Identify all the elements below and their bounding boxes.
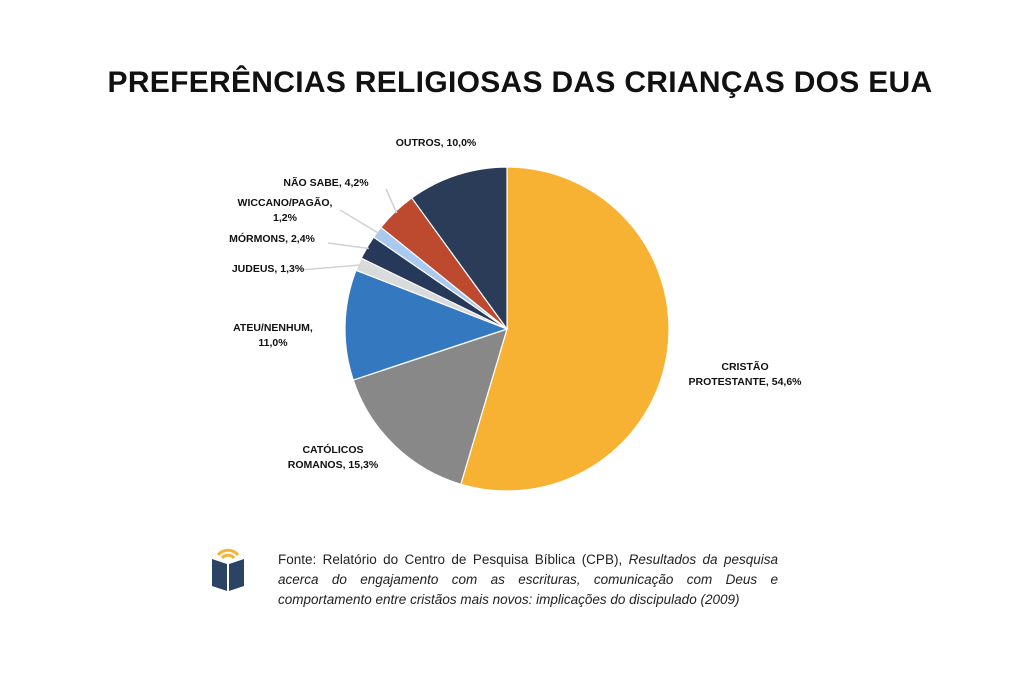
leader-line (385, 188, 398, 214)
source-note: Fonte: Relatório do Centro de Pesquisa B… (278, 550, 778, 610)
book-wifi-icon (208, 543, 248, 598)
source-prefix: Fonte: Relatório do Centro de Pesquisa B… (278, 552, 629, 567)
slice-label: OUTROS, 10,0% (396, 137, 477, 149)
leader-line (327, 242, 369, 250)
pie-slice (460, 166, 670, 492)
pie-slice (344, 269, 509, 381)
leader-line (339, 209, 380, 235)
pie-slice (410, 166, 508, 331)
slice-label: MÓRMONS, 2,4% (229, 232, 315, 245)
slice-label: JUDEUS, 1,3% (232, 263, 305, 275)
leader-line (299, 264, 361, 271)
slice-label: CRISTÃO PROTESTANTE, 54,6% (689, 360, 803, 388)
slice-label: ATEU/NENHUM, 11,0% (233, 322, 313, 349)
slice-label: WICCANO/PAGÃO, 1,2% (238, 196, 333, 224)
page-title: PREFERÊNCIAS RELIGIOSAS DAS CRIANÇAS DOS… (107, 66, 933, 99)
source-italic: Resultados da pesquisa acerca do engajam… (278, 552, 778, 607)
slice-label: NÃO SABE, 4,2% (283, 176, 369, 189)
slice-label: CATÓLICOS ROMANOS, 15,3% (288, 443, 379, 471)
